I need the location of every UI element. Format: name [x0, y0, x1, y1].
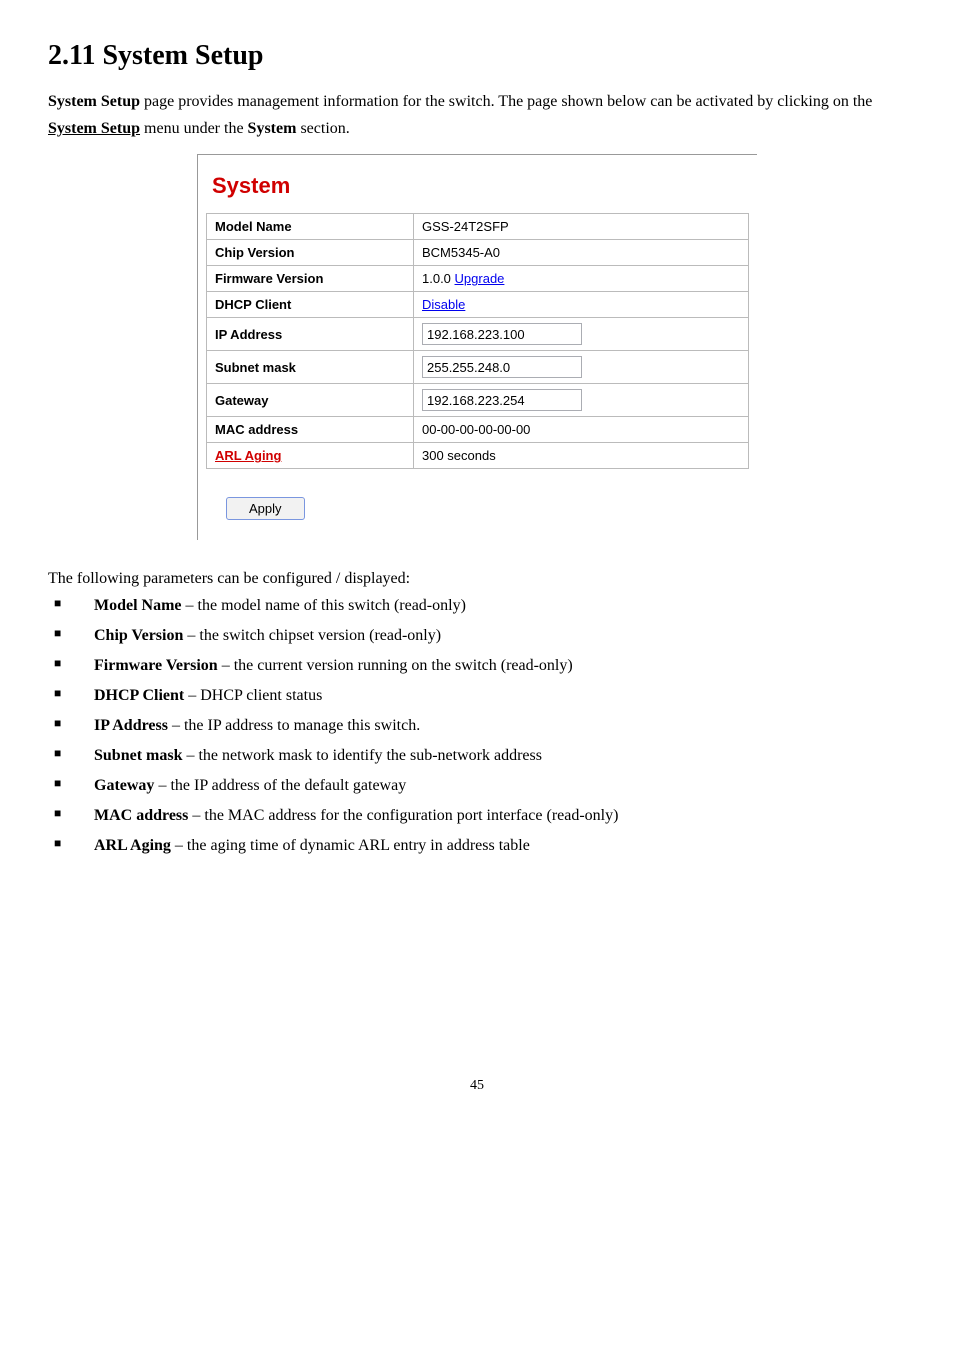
value-chip-version: BCM5345-A0 — [414, 240, 749, 266]
param-term: Subnet mask — [94, 747, 182, 764]
screenshot-container: System Model Name GSS-24T2SFP Chip Versi… — [197, 154, 757, 540]
value-arl-aging: 300 seconds — [414, 443, 749, 469]
label-dhcp-client: DHCP Client — [207, 292, 414, 318]
upgrade-link[interactable]: Upgrade — [455, 271, 505, 286]
param-desc: – the network mask to identify the sub-n… — [182, 747, 541, 764]
value-model-name: GSS-24T2SFP — [414, 214, 749, 240]
row-arl-aging: ARL Aging 300 seconds — [207, 443, 749, 469]
value-dhcp-client: Disable — [414, 292, 749, 318]
intro-text-3: section. — [296, 120, 349, 137]
system-table: Model Name GSS-24T2SFP Chip Version BCM5… — [206, 213, 749, 469]
page-heading: 2.11 System Setup — [48, 40, 906, 72]
param-desc: – the model name of this switch (read-on… — [182, 597, 466, 614]
label-mac-address: MAC address — [207, 417, 414, 443]
cell-gateway — [414, 384, 749, 417]
apply-button[interactable]: Apply — [226, 497, 305, 520]
param-desc: – the switch chipset version (read-only) — [183, 627, 441, 644]
row-firmware-version: Firmware Version 1.0.0 Upgrade — [207, 266, 749, 292]
label-gateway: Gateway — [207, 384, 414, 417]
panel-title: System — [212, 173, 749, 199]
row-ip-address: IP Address — [207, 318, 749, 351]
dhcp-disable-link[interactable]: Disable — [422, 297, 465, 312]
arl-aging-link[interactable]: ARL Aging — [215, 448, 281, 463]
cell-ip-address — [414, 318, 749, 351]
row-gateway: Gateway — [207, 384, 749, 417]
label-chip-version: Chip Version — [207, 240, 414, 266]
row-dhcp-client: DHCP Client Disable — [207, 292, 749, 318]
intro-text-1: page provides management information for… — [140, 93, 872, 110]
label-arl-aging: ARL Aging — [207, 443, 414, 469]
param-term: ARL Aging — [94, 837, 171, 854]
list-item: Model Name – the model name of this swit… — [48, 594, 906, 618]
param-term: MAC address — [94, 807, 188, 824]
param-desc: – the IP address of the default gateway — [154, 777, 406, 794]
row-mac-address: MAC address 00-00-00-00-00-00 — [207, 417, 749, 443]
label-subnet-mask: Subnet mask — [207, 351, 414, 384]
param-term: Model Name — [94, 597, 182, 614]
param-term: DHCP Client — [94, 687, 184, 704]
row-subnet-mask: Subnet mask — [207, 351, 749, 384]
list-item: MAC address – the MAC address for the co… — [48, 804, 906, 828]
ip-address-input[interactable] — [422, 323, 582, 345]
row-model-name: Model Name GSS-24T2SFP — [207, 214, 749, 240]
param-term: Firmware Version — [94, 657, 218, 674]
row-chip-version: Chip Version BCM5345-A0 — [207, 240, 749, 266]
list-item: DHCP Client – DHCP client status — [48, 684, 906, 708]
list-item: IP Address – the IP address to manage th… — [48, 714, 906, 738]
page-number: 45 — [48, 1078, 906, 1094]
param-term: Gateway — [94, 777, 154, 794]
system-panel: System Model Name GSS-24T2SFP Chip Versi… — [197, 154, 757, 540]
label-firmware-version: Firmware Version — [207, 266, 414, 292]
param-desc: – the current version running on the swi… — [218, 657, 573, 674]
cell-subnet-mask — [414, 351, 749, 384]
firmware-prefix: 1.0.0 — [422, 271, 455, 286]
param-desc: – the IP address to manage this switch. — [168, 717, 420, 734]
intro-link-system-setup: System Setup — [48, 120, 140, 137]
param-term: Chip Version — [94, 627, 183, 644]
label-ip-address: IP Address — [207, 318, 414, 351]
params-intro: The following parameters can be configur… — [48, 570, 906, 588]
value-mac-address: 00-00-00-00-00-00 — [414, 417, 749, 443]
param-desc: – DHCP client status — [184, 687, 322, 704]
intro-term-system: System — [248, 120, 297, 137]
subnet-mask-input[interactable] — [422, 356, 582, 378]
intro-paragraph: System Setup page provides management in… — [48, 88, 906, 142]
param-term: IP Address — [94, 717, 168, 734]
gateway-input[interactable] — [422, 389, 582, 411]
label-model-name: Model Name — [207, 214, 414, 240]
list-item: Firmware Version – the current version r… — [48, 654, 906, 678]
intro-term-system-setup: System Setup — [48, 93, 140, 110]
list-item: Subnet mask – the network mask to identi… — [48, 744, 906, 768]
list-item: Chip Version – the switch chipset versio… — [48, 624, 906, 648]
list-item: ARL Aging – the aging time of dynamic AR… — [48, 834, 906, 858]
params-list: Model Name – the model name of this swit… — [48, 594, 906, 858]
intro-text-2: menu under the — [140, 120, 248, 137]
param-desc: – the aging time of dynamic ARL entry in… — [171, 837, 530, 854]
list-item: Gateway – the IP address of the default … — [48, 774, 906, 798]
value-firmware-version: 1.0.0 Upgrade — [414, 266, 749, 292]
param-desc: – the MAC address for the configuration … — [188, 807, 618, 824]
